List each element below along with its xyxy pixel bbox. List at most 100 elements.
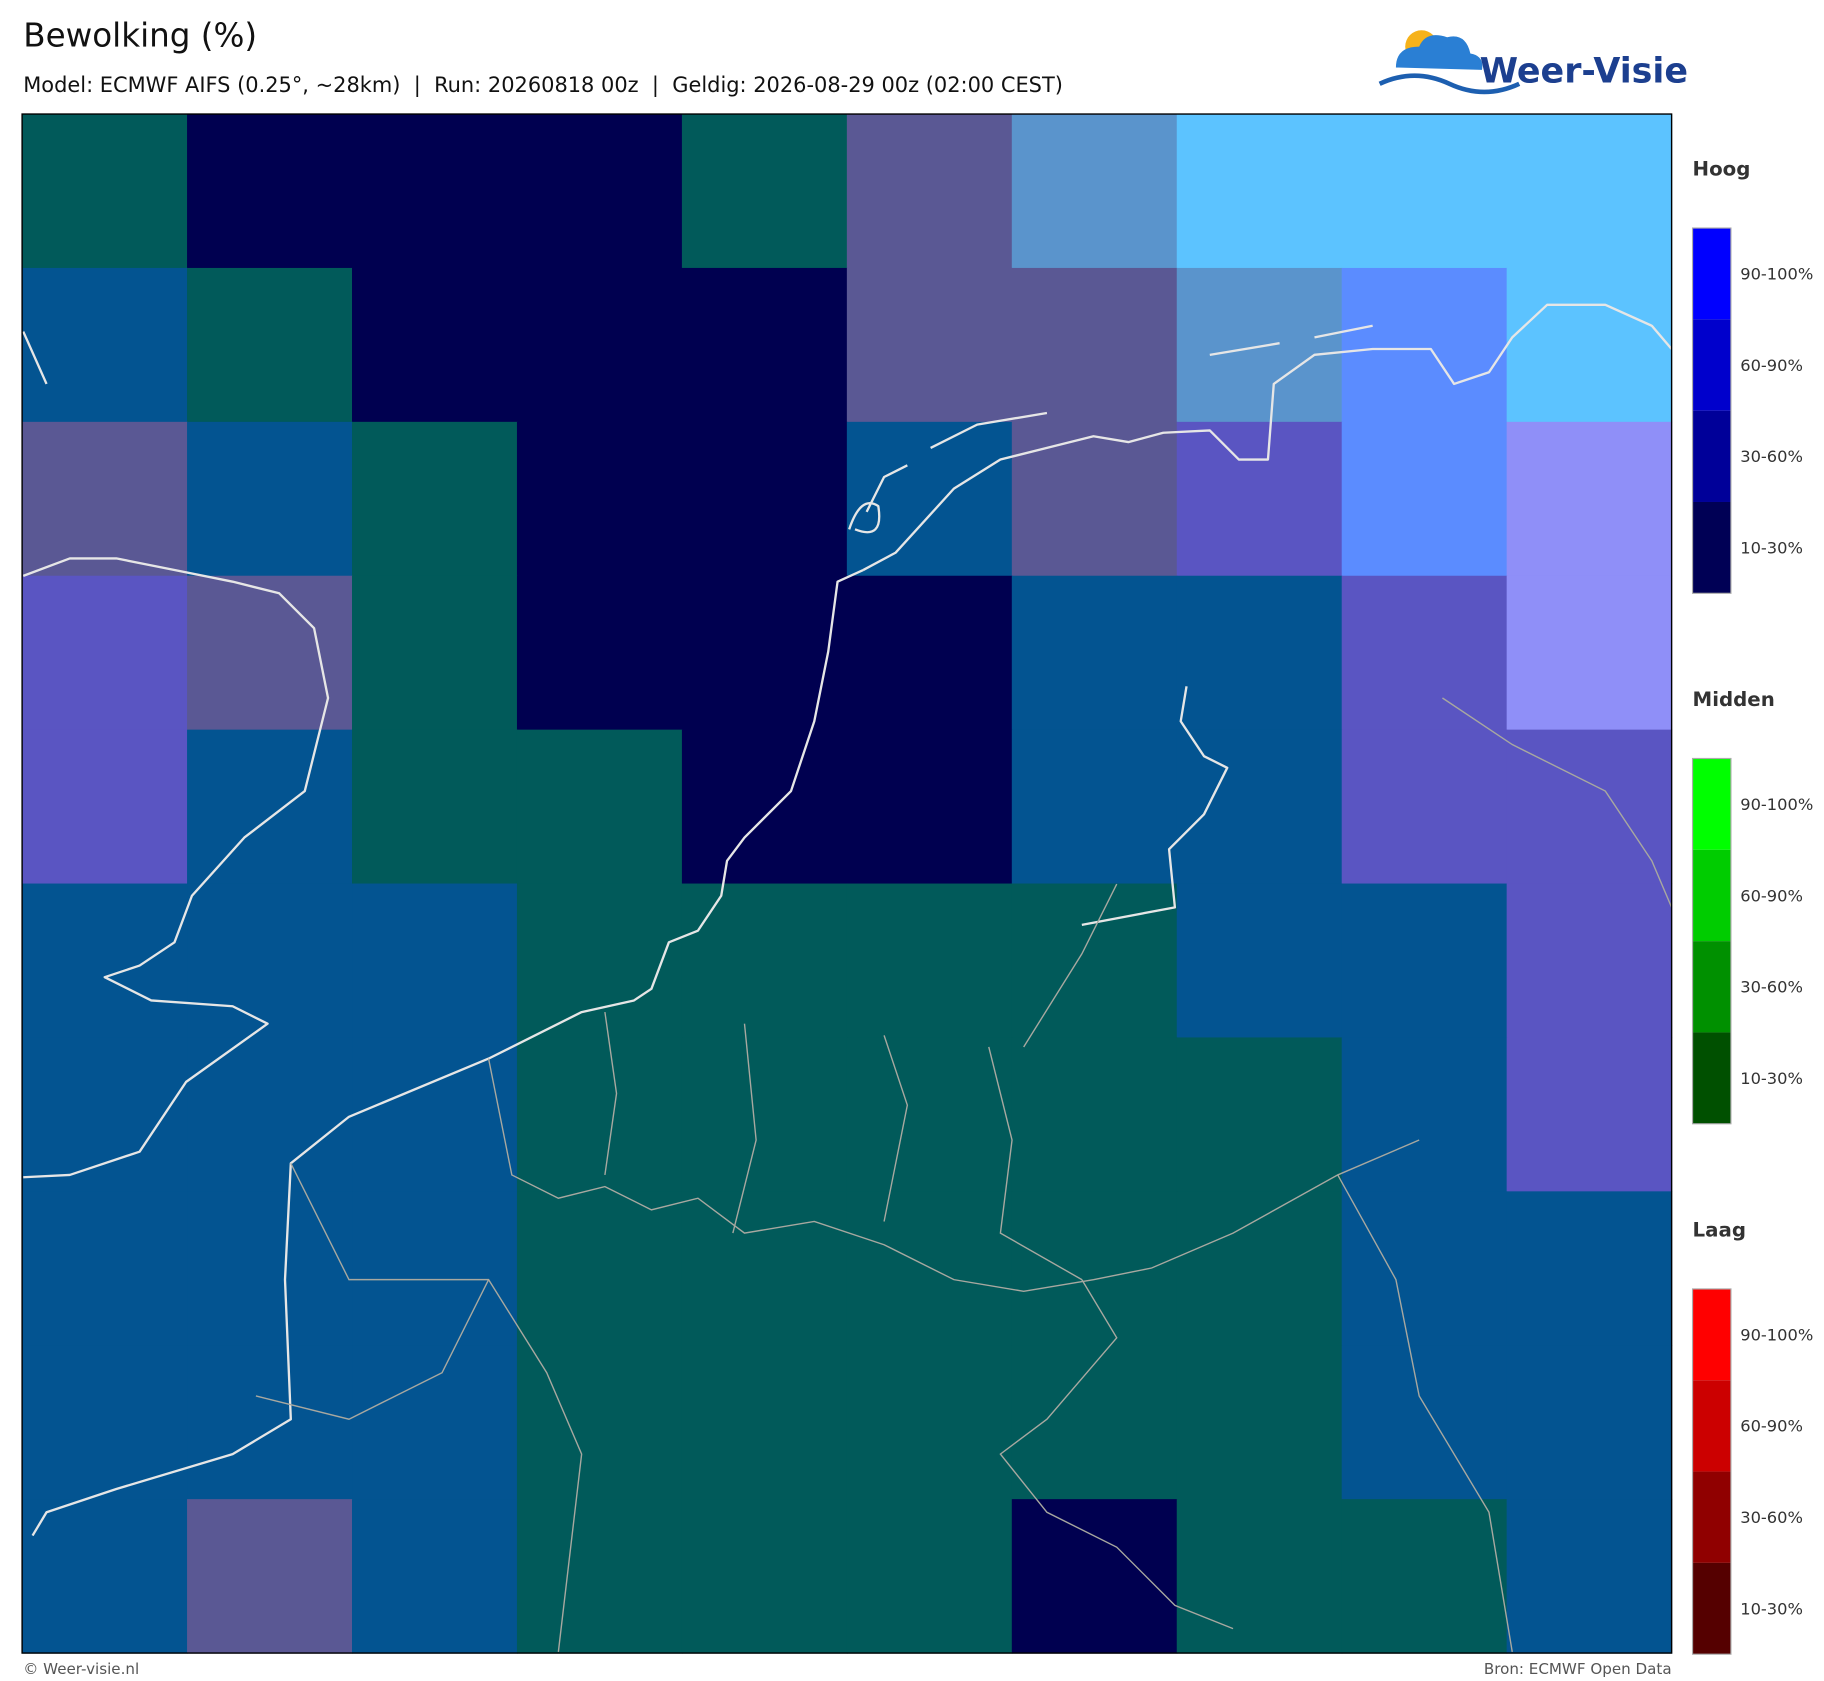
cloud-cell — [352, 114, 518, 269]
legend-swatch — [1692, 1032, 1731, 1124]
cloud-cell — [22, 421, 188, 577]
legend-swatch — [1692, 1562, 1731, 1655]
cloud-cell — [187, 114, 353, 269]
legend: Hoog 90-100% 60-90% 30-60% 10-30% Midden 90-10… — [1691, 158, 1813, 1655]
legend-swatch — [1692, 319, 1731, 411]
map-subtitle: Model: ECMWF AIFS (0.25°, ~28km) | Run: … — [23, 73, 1063, 98]
legend-label: 10-30% — [1740, 538, 1803, 557]
cloud-cell — [1011, 267, 1178, 423]
cloud-cell — [1341, 1037, 1508, 1192]
cloud-cell — [846, 729, 1013, 885]
border — [255, 697, 1673, 1652]
cloud-cell — [1341, 729, 1508, 885]
cloud-cell — [846, 114, 1013, 269]
legend-swatch — [1692, 228, 1731, 320]
cloud-cell — [352, 575, 518, 731]
cloud-cell — [516, 729, 683, 885]
cloud-cell — [681, 729, 848, 885]
cloud-cell — [681, 883, 848, 1039]
cloud-cell — [352, 883, 518, 1039]
cloud-cell — [22, 729, 188, 885]
legend-label: 30-60% — [1740, 978, 1803, 997]
cloud-cell — [1341, 883, 1508, 1039]
map — [22, 114, 1673, 1654]
legend-label: 30-60% — [1740, 1508, 1803, 1527]
logo: Weer-Visie — [1378, 30, 1688, 95]
cloud-cell — [187, 883, 353, 1039]
cloud-cell — [516, 114, 683, 269]
legend-label: 90-100% — [1740, 265, 1813, 284]
cloud-cell — [1506, 1499, 1673, 1654]
footer-source: Bron: ECMWF Open Data — [1484, 1660, 1672, 1678]
cloud-cell — [1341, 1191, 1508, 1346]
cloud-cell — [1011, 421, 1178, 577]
cloud-cell — [1506, 1345, 1673, 1500]
cloud-cell — [1506, 729, 1673, 885]
legend-label: 60-90% — [1740, 886, 1803, 905]
cloud-cell — [22, 1037, 188, 1192]
logo-cloud — [1395, 35, 1483, 70]
legend-label: 90-100% — [1740, 795, 1813, 814]
cloud-cell — [22, 883, 188, 1039]
cloud-cell — [516, 1499, 683, 1654]
cloud-cell — [1176, 1499, 1343, 1654]
coastline — [22, 324, 1373, 926]
legend-label: 60-90% — [1740, 356, 1803, 375]
cloud-cell — [352, 421, 518, 577]
cloud-cell — [1506, 1191, 1673, 1346]
cloud-cell — [1341, 114, 1508, 269]
cloud-cell — [681, 1345, 848, 1500]
legend-swatch — [1692, 1380, 1731, 1472]
cloud-cell — [352, 1037, 518, 1192]
coastline — [31, 568, 864, 1537]
legend-swatch — [1692, 501, 1731, 594]
map-title: Bewolking (%) — [23, 17, 257, 55]
cloud-cell — [22, 1345, 188, 1500]
cloud-cell — [1011, 1191, 1178, 1346]
cloud-cell — [1341, 1499, 1508, 1654]
cloud-cell — [1506, 883, 1673, 1039]
footer-credit: © Weer-visie.nl — [23, 1660, 139, 1678]
legend-swatch — [1692, 849, 1731, 942]
cloud-cell — [187, 1191, 353, 1346]
cloud-cell — [1011, 883, 1178, 1039]
cloud-cell — [1176, 114, 1343, 269]
cloud-cell — [681, 267, 848, 423]
cloud-cell — [1176, 1191, 1343, 1346]
cloud-cell — [846, 1499, 1013, 1654]
cloud-cell — [187, 575, 353, 731]
cloud-cell — [846, 575, 1013, 731]
map-frame — [21, 113, 1673, 1654]
legend-label: 30-60% — [1740, 447, 1803, 466]
legend-label: 10-30% — [1740, 1069, 1803, 1088]
cloud-cell — [187, 729, 353, 885]
cloud-cell — [1176, 1037, 1343, 1192]
legend-title: Laag — [1693, 1219, 1746, 1242]
legend-swatch — [1692, 410, 1731, 502]
legend-label: 10-30% — [1740, 1599, 1803, 1618]
cloud-cell — [516, 1345, 683, 1500]
cloud-cell — [1341, 267, 1508, 423]
cloud-cell — [1011, 729, 1178, 885]
cloud-cell — [516, 267, 683, 423]
cloud-cell — [22, 267, 188, 423]
cloud-cell — [516, 421, 683, 577]
cloud-cell — [187, 421, 353, 577]
cloud-cell — [846, 1037, 1013, 1192]
cloud-cell — [516, 1037, 683, 1192]
cloud-cell — [1011, 1499, 1178, 1654]
cloud-cell — [1011, 575, 1178, 731]
cloud-cell — [846, 883, 1013, 1039]
logo-text: Weer-Visie — [1480, 52, 1688, 92]
cloud-cell — [187, 1345, 353, 1500]
legend-frame — [1691, 1288, 1732, 1655]
coastline — [862, 303, 1673, 572]
logo-wave — [1378, 73, 1521, 95]
cloud-cell — [681, 1037, 848, 1192]
cloud-cell — [352, 1191, 518, 1346]
cloud-cell — [187, 267, 353, 423]
legend-label: 60-90% — [1740, 1417, 1803, 1436]
legend-swatch — [1692, 1471, 1731, 1563]
